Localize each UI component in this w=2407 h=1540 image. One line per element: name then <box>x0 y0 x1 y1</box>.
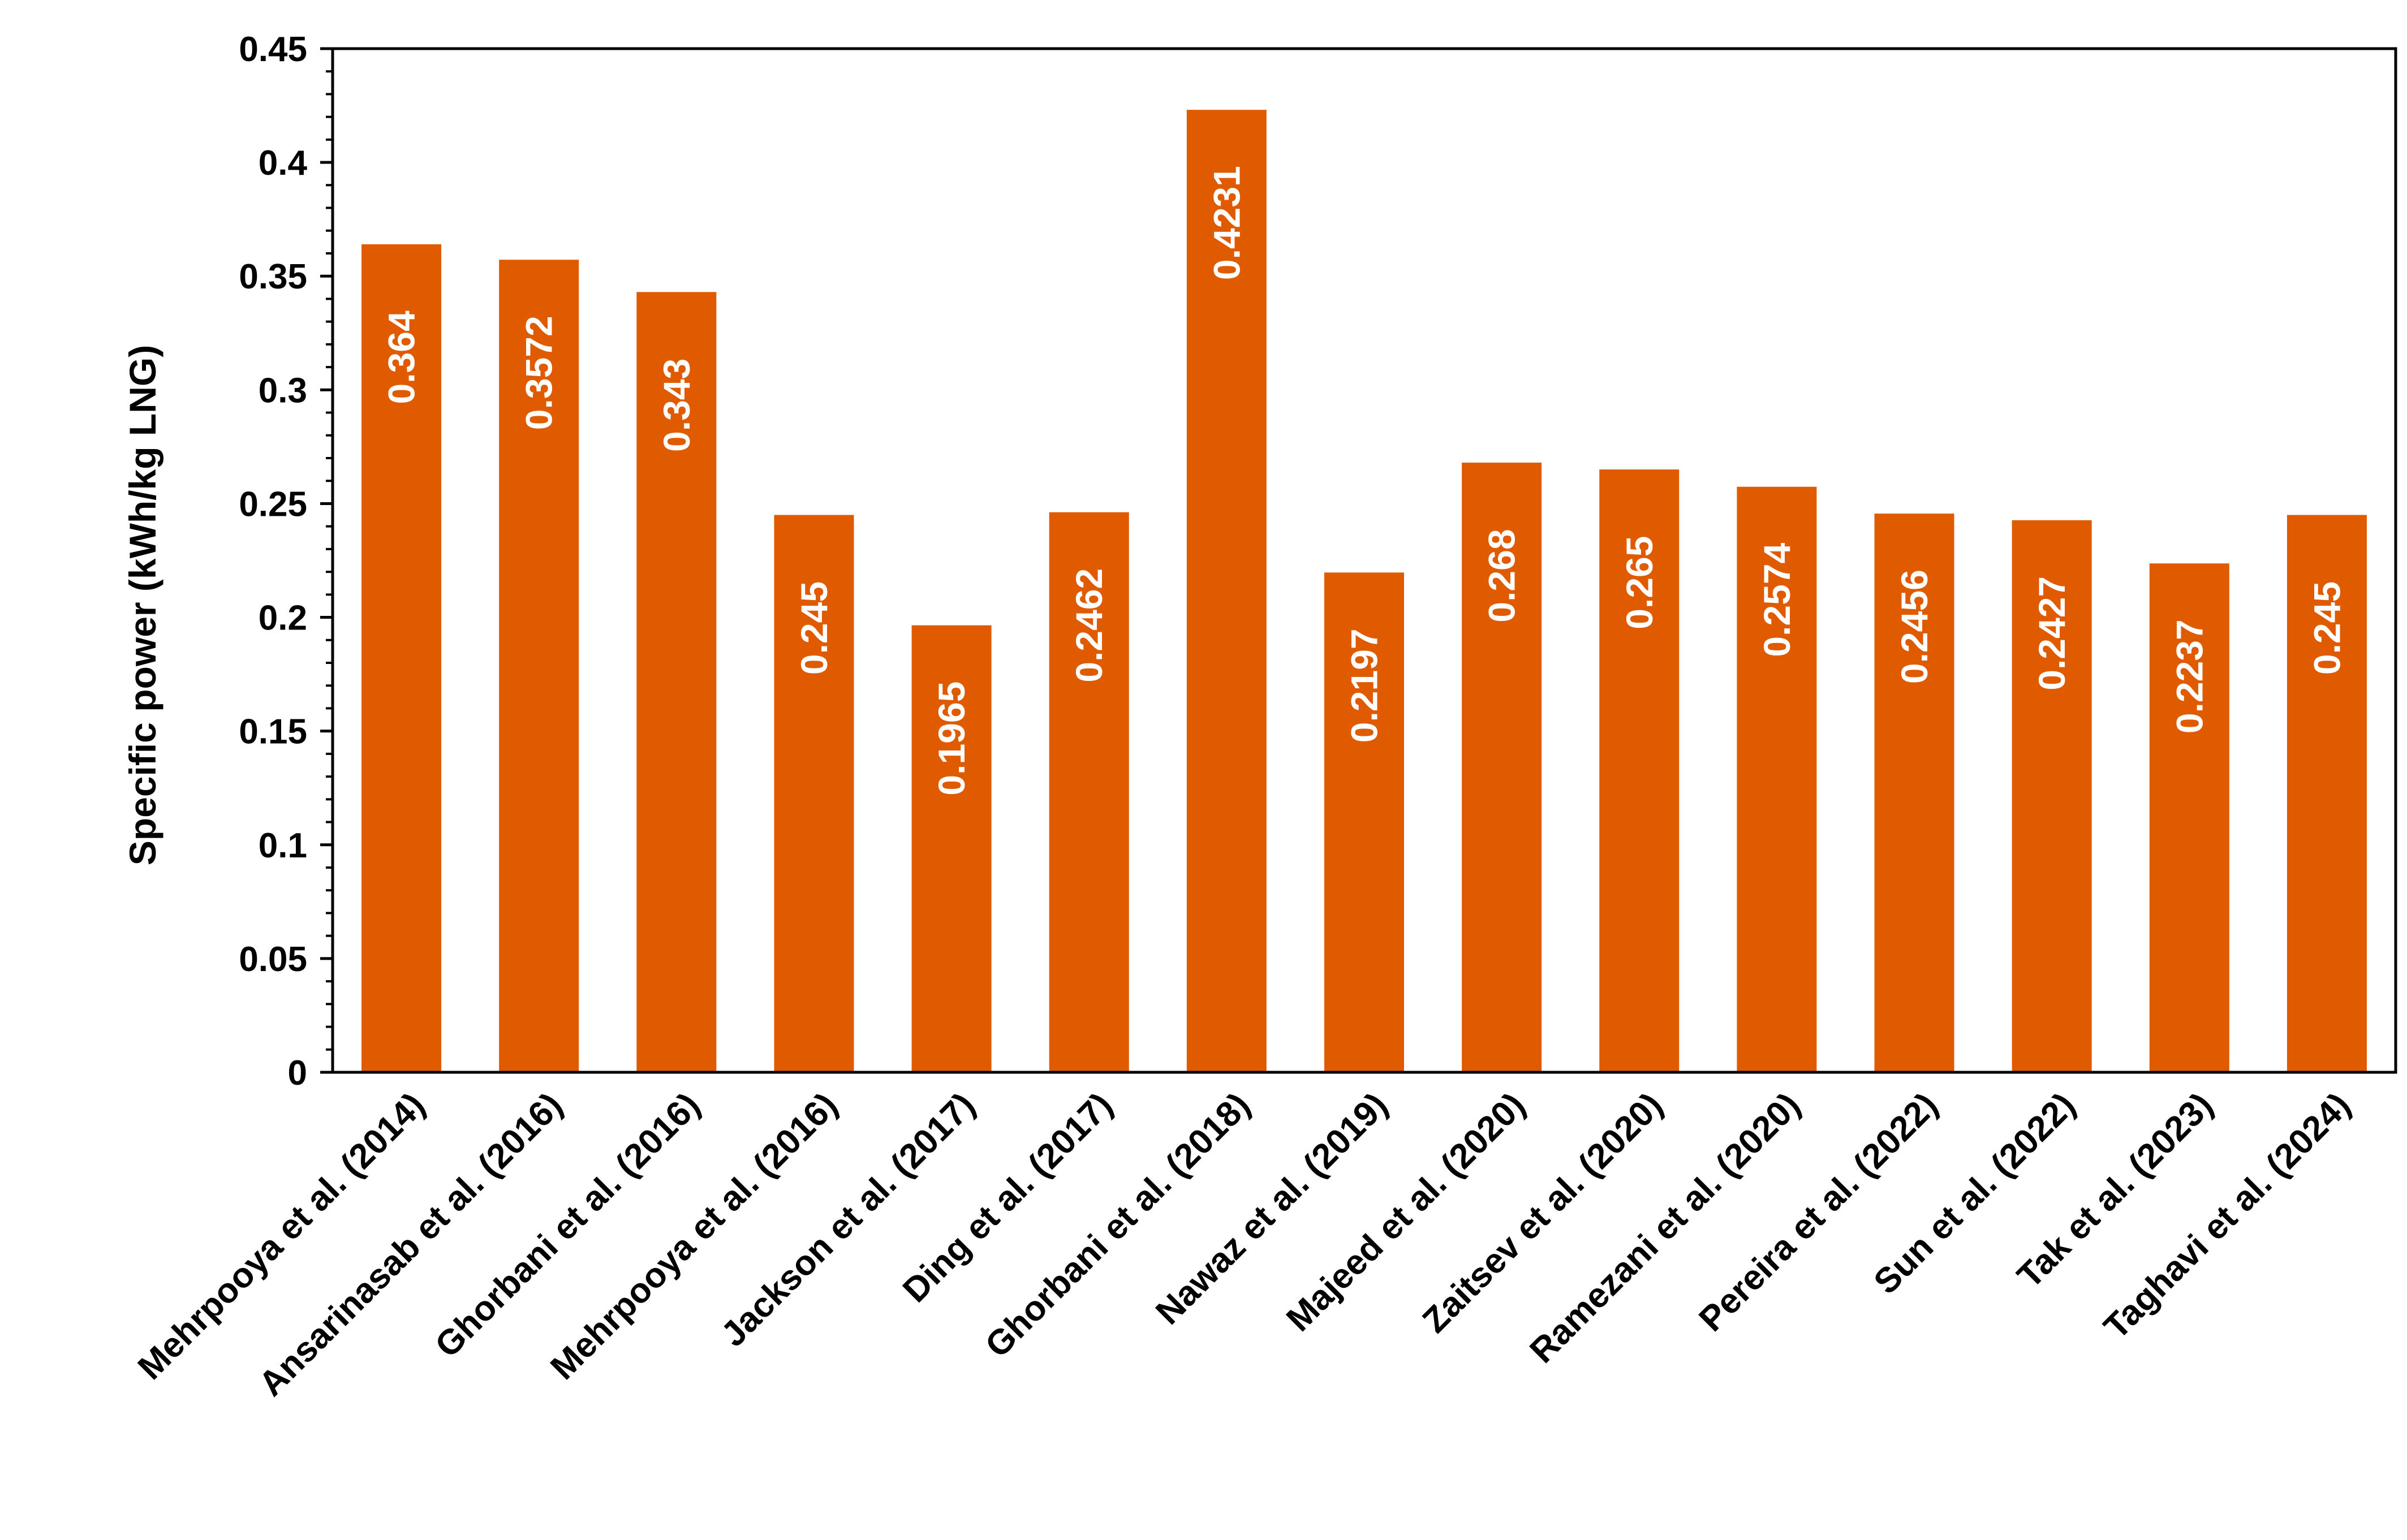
y-tick-label: 0.1 <box>259 826 307 865</box>
bar <box>2012 520 2092 1072</box>
y-axis-title: Specific power (kWh/kg LNG) <box>122 345 163 865</box>
y-tick-label: 0.25 <box>239 485 307 524</box>
bar <box>1599 469 1680 1072</box>
bar <box>361 244 442 1072</box>
bar-data-label: 0.3572 <box>518 316 560 430</box>
y-tick-label: 0.15 <box>239 713 307 752</box>
bar-data-label: 0.2456 <box>1893 570 1935 684</box>
bar <box>636 292 717 1072</box>
bar <box>1049 512 1129 1072</box>
bar <box>1737 486 1817 1073</box>
y-tick-label: 0.05 <box>239 940 307 979</box>
bar <box>774 515 854 1072</box>
y-tick-label: 0 <box>288 1054 307 1093</box>
y-tick-label: 0.4 <box>259 144 308 183</box>
bar <box>2149 563 2229 1072</box>
bar-data-label: 0.2197 <box>1344 628 1385 743</box>
bar-data-label: 0.4231 <box>1205 166 1247 280</box>
bar <box>2287 515 2367 1072</box>
bar <box>911 625 992 1072</box>
bar-data-label: 0.245 <box>793 581 835 675</box>
y-tick-label: 0.45 <box>239 30 307 69</box>
bar-data-label: 0.265 <box>1618 536 1660 629</box>
bar <box>1186 110 1267 1073</box>
bar-data-label: 0.1965 <box>931 681 972 796</box>
y-tick-label: 0.2 <box>259 599 307 638</box>
y-tick-label: 0.3 <box>259 371 307 410</box>
bar-data-label: 0.2237 <box>2168 619 2210 734</box>
plot-frame <box>331 47 2397 1074</box>
bars-group: 0.364 0.3572 0.343 0.245 0.1965 0.2462 0.4231 0… <box>361 110 2367 1073</box>
y-tick-label: 0.35 <box>239 257 307 296</box>
bar-data-label: 0.245 <box>2306 581 2348 675</box>
bar-data-label: 0.2427 <box>2031 576 2073 691</box>
bar-data-label: 0.268 <box>1481 529 1523 622</box>
bar-data-label: 0.2462 <box>1068 568 1110 683</box>
bar-data-label: 0.364 <box>381 310 423 404</box>
bar-data-label: 0.343 <box>656 359 697 452</box>
bar-data-label: 0.2574 <box>1756 542 1798 657</box>
bar <box>1874 514 1954 1072</box>
y-axis: 0 0.05 0.1 0.15 0.2 0.25 0.3 0.35 0.4 0.45 <box>239 30 333 1093</box>
bar <box>1462 463 1542 1072</box>
bar <box>499 260 579 1072</box>
bar <box>1324 572 1405 1072</box>
